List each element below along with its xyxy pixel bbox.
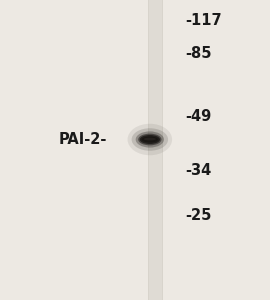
Ellipse shape [141, 136, 158, 142]
Ellipse shape [128, 124, 172, 155]
Ellipse shape [136, 131, 164, 148]
Text: -85: -85 [185, 46, 211, 61]
Ellipse shape [138, 134, 161, 145]
Bar [148, 0, 163, 300]
Bar [148, 0, 149, 300]
Text: -25: -25 [185, 208, 211, 223]
Text: -34: -34 [185, 163, 211, 178]
Text: -49: -49 [185, 109, 211, 124]
Bar [162, 0, 163, 300]
Ellipse shape [140, 135, 160, 144]
Ellipse shape [144, 138, 156, 140]
Text: PAI-2-: PAI-2- [58, 132, 107, 147]
Text: -117: -117 [185, 13, 222, 28]
Ellipse shape [132, 128, 168, 151]
